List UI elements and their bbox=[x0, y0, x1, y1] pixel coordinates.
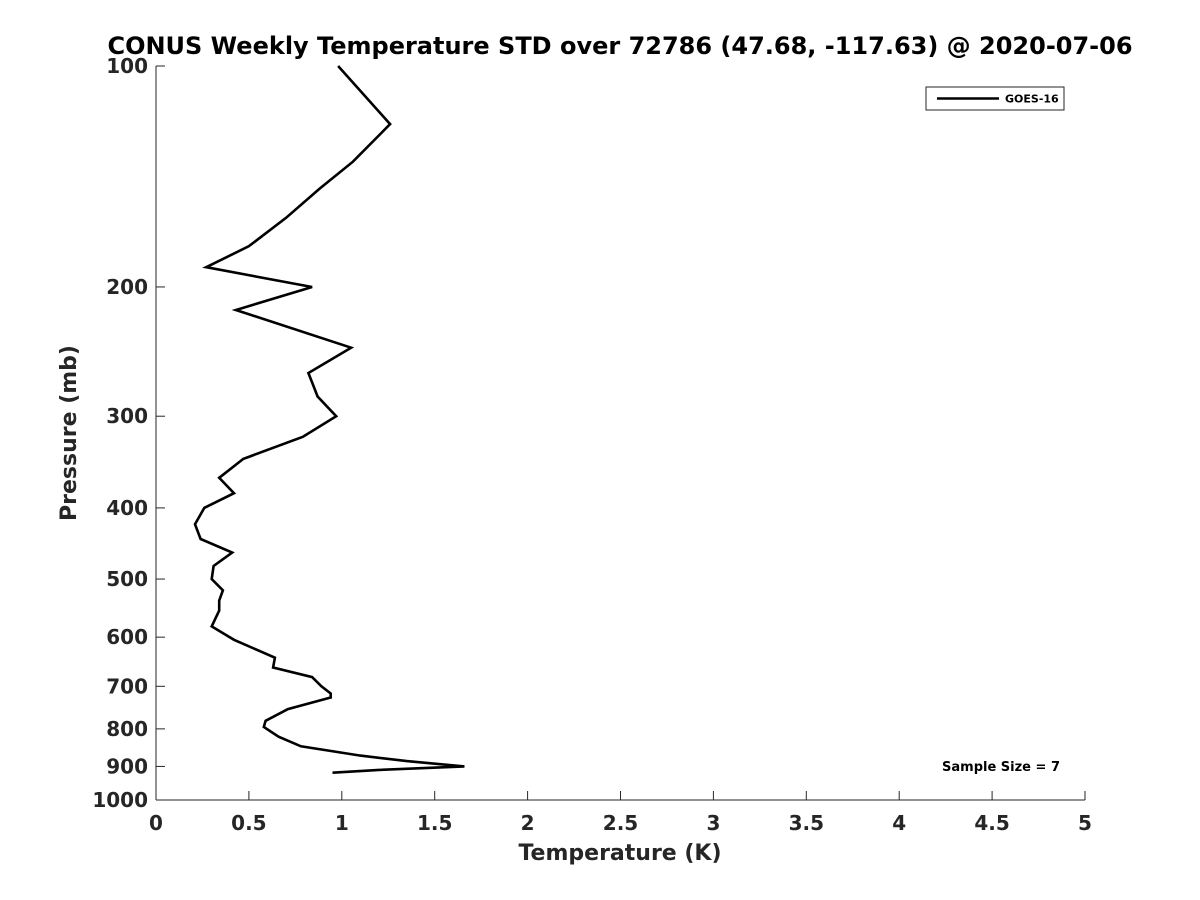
y-tick-label: 1000 bbox=[92, 788, 148, 812]
x-tick-label: 3 bbox=[706, 811, 720, 835]
y-tick-label: 400 bbox=[106, 496, 148, 520]
legend: GOES-16 bbox=[925, 86, 1065, 111]
x-tick-label: 4.5 bbox=[974, 811, 1009, 835]
x-axis-label: Temperature (K) bbox=[518, 841, 721, 866]
legend-entry-goes-16: GOES-16 bbox=[1005, 93, 1059, 106]
y-tick-label: 600 bbox=[106, 625, 148, 649]
y-tick-label: 200 bbox=[106, 275, 148, 299]
x-axis-ticks: 0 0.5 1 1.5 2 2.5 3 3.5 4 4.5 5 bbox=[149, 791, 1092, 835]
x-tick-label: 4 bbox=[892, 811, 906, 835]
series-line-goes-16 bbox=[193, 65, 465, 774]
y-tick-label: 900 bbox=[106, 754, 148, 778]
y-tick-label: 700 bbox=[106, 674, 148, 698]
y-axis-ticks: 100 200 300 400 500 600 700 800 900 1000 bbox=[92, 54, 165, 812]
x-tick-label: 0.5 bbox=[231, 811, 266, 835]
chart-title: CONUS Weekly Temperature STD over 72786 … bbox=[107, 32, 1132, 60]
x-tick-label: 1 bbox=[335, 811, 349, 835]
x-tick-label: 5 bbox=[1078, 811, 1092, 835]
x-tick-label: 0 bbox=[149, 811, 163, 835]
y-tick-label: 500 bbox=[106, 567, 148, 591]
x-tick-label: 3.5 bbox=[789, 811, 824, 835]
sample-size-annotation: Sample Size = 7 bbox=[942, 760, 1060, 775]
series bbox=[193, 65, 465, 774]
x-tick-label: 2.5 bbox=[603, 811, 638, 835]
x-tick-label: 1.5 bbox=[417, 811, 452, 835]
y-tick-label: 800 bbox=[106, 717, 148, 741]
y-tick-label: 300 bbox=[106, 404, 148, 428]
x-tick-label: 2 bbox=[521, 811, 535, 835]
y-tick-label: 100 bbox=[106, 54, 148, 78]
y-axis-label: Pressure (mb) bbox=[57, 345, 82, 521]
